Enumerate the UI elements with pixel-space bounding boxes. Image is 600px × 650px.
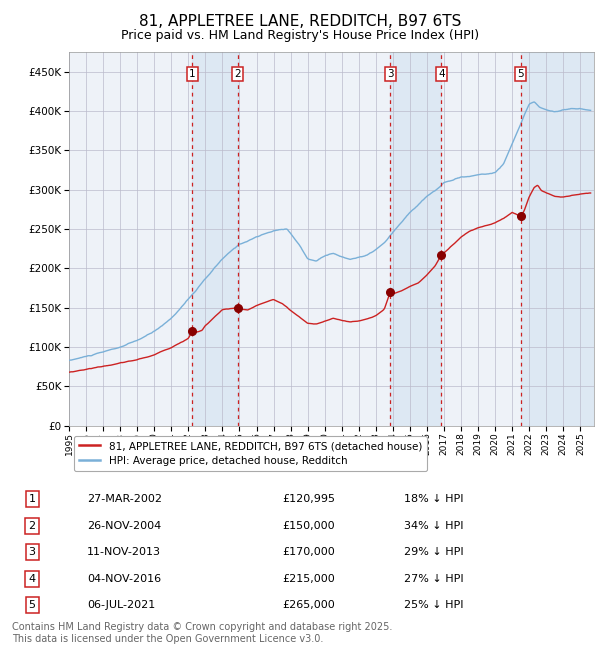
Text: 1: 1 <box>29 494 35 504</box>
Text: 18% ↓ HPI: 18% ↓ HPI <box>404 494 463 504</box>
Text: 06-JUL-2021: 06-JUL-2021 <box>87 601 155 610</box>
Text: 27% ↓ HPI: 27% ↓ HPI <box>404 574 463 584</box>
Text: 5: 5 <box>29 601 35 610</box>
Text: £265,000: £265,000 <box>283 601 335 610</box>
Text: £150,000: £150,000 <box>283 521 335 530</box>
Text: 04-NOV-2016: 04-NOV-2016 <box>87 574 161 584</box>
Text: £120,995: £120,995 <box>283 494 336 504</box>
Bar <box>192 52 238 426</box>
Text: 34% ↓ HPI: 34% ↓ HPI <box>404 521 463 530</box>
Text: 2: 2 <box>235 69 241 79</box>
Text: Price paid vs. HM Land Registry's House Price Index (HPI): Price paid vs. HM Land Registry's House … <box>121 29 479 42</box>
Text: 26-NOV-2004: 26-NOV-2004 <box>87 521 161 530</box>
Text: 4: 4 <box>29 574 36 584</box>
Text: 29% ↓ HPI: 29% ↓ HPI <box>404 547 463 557</box>
Text: 3: 3 <box>387 69 394 79</box>
Text: 27-MAR-2002: 27-MAR-2002 <box>87 494 162 504</box>
Text: £170,000: £170,000 <box>283 547 335 557</box>
Bar <box>521 52 594 426</box>
Text: 5: 5 <box>518 69 524 79</box>
Text: 2: 2 <box>29 521 36 530</box>
Text: £215,000: £215,000 <box>283 574 335 584</box>
Text: 25% ↓ HPI: 25% ↓ HPI <box>404 601 463 610</box>
Legend: 81, APPLETREE LANE, REDDITCH, B97 6TS (detached house), HPI: Average price, deta: 81, APPLETREE LANE, REDDITCH, B97 6TS (d… <box>74 436 427 471</box>
Text: Contains HM Land Registry data © Crown copyright and database right 2025.
This d: Contains HM Land Registry data © Crown c… <box>12 622 392 644</box>
Text: 4: 4 <box>438 69 445 79</box>
Bar <box>391 52 441 426</box>
Text: 3: 3 <box>29 547 35 557</box>
Text: 1: 1 <box>189 69 196 79</box>
Text: 11-NOV-2013: 11-NOV-2013 <box>87 547 161 557</box>
Text: 81, APPLETREE LANE, REDDITCH, B97 6TS: 81, APPLETREE LANE, REDDITCH, B97 6TS <box>139 14 461 29</box>
